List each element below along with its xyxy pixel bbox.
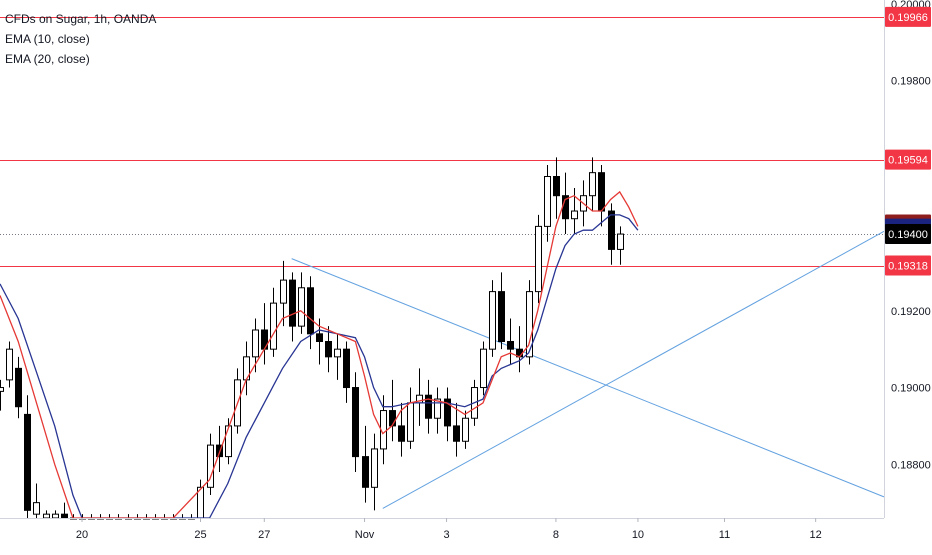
y-tick-label: 0.20000	[891, 0, 931, 11]
x-tick-label: 12	[810, 529, 822, 541]
ema-lines	[0, 190, 639, 519]
candle-body-37	[334, 348, 341, 358]
candle-body-48	[434, 398, 441, 419]
chart-legend: CFDs on Sugar, 1h, OANDA EMA (10, close)…	[5, 9, 156, 69]
candle-body-40	[362, 456, 369, 488]
x-tick-label: 27	[258, 529, 270, 541]
price-label-box	[885, 149, 931, 170]
candle-body-3	[24, 413, 31, 511]
y-tick-label: 0.19200	[891, 306, 931, 318]
candle-body-49	[444, 398, 451, 427]
candle-body-65	[589, 172, 596, 197]
candle-body-39	[352, 387, 359, 458]
candle-body-36	[325, 340, 332, 358]
ema-10-line	[0, 190, 639, 519]
candle-body-38	[343, 348, 350, 389]
candle-body-44	[398, 425, 405, 442]
trend-line-0	[291, 258, 885, 498]
x-tick-label: 10	[632, 529, 644, 541]
candle-body-1	[6, 348, 13, 381]
time-axis[interactable]: 20 25 27 Nov 3 8 10 11 12	[76, 518, 822, 541]
candle-body-2	[15, 367, 22, 408]
candle-body-6	[52, 513, 59, 519]
ema-20-line	[0, 214, 639, 519]
price-label: 0.19400	[888, 229, 928, 241]
candle-body-67	[608, 210, 615, 250]
trend-lines	[291, 230, 885, 509]
candle-body-0	[0, 387, 4, 392]
trend-line-1	[382, 230, 885, 509]
candle-body-28	[252, 329, 259, 358]
price-label: 0.19318	[888, 261, 928, 273]
chart-title[interactable]: CFDs on Sugar, 1h, OANDA	[5, 12, 157, 26]
x-tick-label: 11	[719, 529, 730, 541]
candle-body-4	[33, 502, 40, 515]
candle-body-66	[598, 172, 605, 212]
candle-body-32	[289, 279, 296, 327]
candle-body-23	[207, 444, 214, 488]
x-tick-label: 3	[443, 529, 449, 541]
price-label: 0.19594	[888, 155, 928, 167]
price-label: 0.19966	[888, 12, 928, 24]
x-tick-label: 8	[553, 529, 559, 541]
horizontal-levels	[0, 17, 884, 267]
candle-body-33	[298, 287, 305, 327]
candle-body-30	[270, 302, 277, 350]
candle-body-43	[389, 410, 396, 427]
candle-body-51	[462, 417, 469, 442]
candle-body-34	[307, 287, 314, 335]
candle-body-41	[371, 448, 378, 488]
x-tick-label: Nov	[355, 529, 375, 541]
price-label-box	[885, 224, 931, 245]
price-label-box	[885, 6, 931, 27]
candle-body-25	[225, 425, 232, 458]
candle-body-47	[425, 394, 432, 419]
candle-body-58	[526, 291, 533, 358]
price-axis[interactable]: 0.19800 0.19200 0.19000 0.18800 0.20000	[891, 0, 931, 471]
legend-ema-20[interactable]: EMA (20, close)	[5, 52, 90, 66]
candle-body-63	[571, 210, 578, 220]
candle-body-35	[316, 333, 323, 342]
candle-body-5	[43, 513, 50, 519]
candle-body-68	[617, 233, 624, 250]
candle-body-53	[480, 348, 487, 389]
candle-body-60	[544, 176, 551, 227]
candle-body-7	[61, 513, 68, 519]
legend-ema-10[interactable]: EMA (10, close)	[5, 32, 90, 46]
candle-body-59	[535, 225, 542, 293]
price-label-box	[885, 255, 931, 276]
candle-body-55	[498, 291, 505, 342]
candle-body-54	[489, 291, 496, 350]
candle-body-61	[553, 176, 560, 197]
x-tick-label: 25	[194, 529, 206, 541]
x-tick-label: 20	[76, 529, 88, 541]
candle-body-31	[280, 279, 287, 304]
y-tick-label: 0.19800	[891, 76, 931, 88]
price-labels: 0.199660.195940.194250.194140.194000.193…	[885, 6, 931, 276]
y-tick-label: 0.18800	[891, 459, 931, 471]
candle-body-45	[407, 402, 414, 442]
y-tick-label: 0.19000	[891, 383, 931, 395]
candle-body-50	[453, 425, 460, 442]
candle-body-56	[507, 340, 514, 350]
